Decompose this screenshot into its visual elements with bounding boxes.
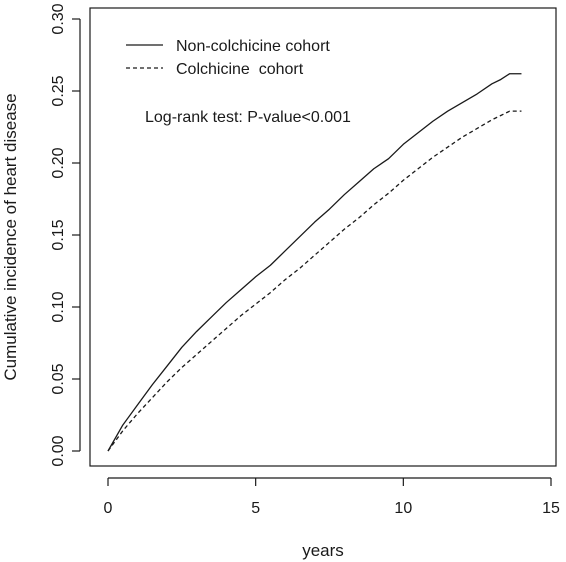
y-axis-label: Cumulative incidence of heart disease (1, 93, 20, 380)
x-tick-label: 0 (104, 500, 113, 517)
log-rank-annotation: Log-rank test: P-value<0.001 (145, 109, 351, 126)
y-tick-label: 0.25 (50, 75, 67, 106)
y-tick-label: 0.05 (50, 363, 67, 394)
x-axis: 0 5 10 15 (104, 477, 560, 517)
x-tick-label: 15 (542, 500, 560, 517)
legend-label-non-colchicine: Non-colchicine cohort (176, 38, 330, 55)
y-tick-label: 0.20 (50, 147, 67, 178)
series-line-non-colchicine (107, 73, 522, 452)
plot-frame (89, 7, 557, 467)
series-line-colchicine (107, 110, 522, 452)
y-tick-label: 0.00 (50, 435, 67, 466)
x-tick-label: 5 (251, 500, 260, 517)
series-layer (107, 73, 522, 452)
y-tick-label: 0.30 (50, 3, 67, 34)
x-tick-label: 10 (394, 500, 412, 517)
x-axis-label: years (302, 541, 344, 560)
y-tick-label: 0.15 (50, 219, 67, 250)
y-axis: 0.00 0.05 0.10 0.15 0.20 0.25 0.30 (50, 3, 81, 467)
legend-label-colchicine: Colchicine cohort (176, 61, 304, 78)
legend: Non-colchicine cohort Colchicine cohort (126, 38, 330, 78)
y-tick-label: 0.10 (50, 291, 67, 322)
